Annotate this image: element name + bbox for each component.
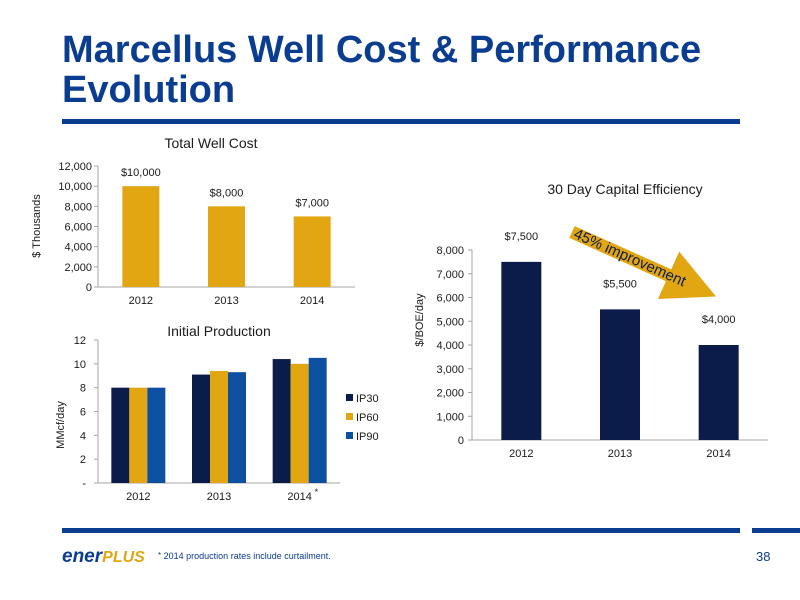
x-tick-label: 2013	[608, 448, 632, 460]
logo-text-ener: ener	[62, 546, 103, 567]
y-tick-label: 2	[80, 454, 86, 466]
footnote-text: 2014 production rates include curtailmen…	[163, 551, 331, 561]
bar-IP60-2012	[129, 387, 148, 483]
legend-swatch-IP30	[346, 394, 353, 401]
y-tick-label: 8	[80, 383, 86, 395]
bar-2014	[698, 345, 739, 440]
bar-2012	[501, 261, 542, 440]
x-tick-label: 2014	[706, 448, 730, 460]
bar-IP30-2012	[111, 387, 130, 483]
logo-text-plus: PLUS	[102, 549, 145, 566]
legend-swatch-IP90	[346, 432, 353, 439]
improvement-arrow	[569, 226, 716, 299]
y-tick-label: 1,000	[436, 411, 464, 423]
top-divider	[62, 119, 740, 124]
x-tick-label: 2013	[207, 491, 231, 503]
y-tick-label: 4,000	[64, 242, 92, 254]
y-tick-label: 10	[74, 359, 86, 371]
bar-IP90-2013	[228, 372, 246, 483]
x-tick-label: 2012	[509, 448, 533, 460]
bar-IP90-2012	[147, 387, 166, 483]
chart-title: Total Well Cost	[164, 135, 257, 151]
y-tick-label: 4,000	[436, 340, 464, 352]
y-tick-label: 7,000	[436, 269, 464, 281]
bar-2013	[208, 206, 245, 287]
bar-IP60-2014	[290, 363, 309, 483]
page-title: Marcellus Well Cost & Performance Evolut…	[62, 29, 702, 111]
bar-2014	[293, 216, 331, 287]
bar-IP60-2013	[210, 370, 228, 483]
bar-2013	[600, 309, 640, 440]
y-tick-label: 0	[458, 435, 464, 447]
page-number: 38	[756, 549, 771, 564]
chart-title: 30 Day Capital Efficiency	[547, 181, 702, 197]
y-tick-label: -	[82, 478, 86, 490]
total-well-cost-chart: Total Well Cost $ Thousands 0 2,000 4,000 6,0…	[31, 135, 355, 307]
x-tick-label: 2012	[126, 491, 150, 503]
y-tick-label: 6,000	[436, 293, 464, 305]
bar-IP30-2014	[272, 359, 291, 483]
y-tick-label: 5,000	[436, 316, 464, 328]
bottom-divider-tail	[752, 528, 800, 533]
data-label: $8,000	[210, 187, 244, 199]
y-tick-label: 4	[80, 430, 86, 442]
footnote: * 2014 production rates include curtailm…	[158, 551, 331, 561]
data-label: $4,000	[702, 314, 736, 326]
data-label: $7,000	[295, 197, 329, 209]
y-tick-label: 3,000	[436, 364, 464, 376]
y-axis-label: MMcf/day	[55, 401, 67, 449]
y-tick-label: 10,000	[58, 181, 92, 193]
data-label: $10,000	[121, 167, 161, 179]
x-tick-label: 2013	[214, 295, 238, 307]
chart-title: Initial Production	[167, 323, 271, 339]
x-tick-mark: *	[315, 487, 319, 497]
initial-production-chart: Initial Production MMcf/day - 2 4 6 8 10 12 2012 2…	[55, 323, 379, 503]
bar-IP90-2014	[308, 357, 327, 483]
x-tick-label: 2014	[287, 491, 311, 503]
x-tick-label: 2012	[129, 295, 153, 307]
y-tick-label: 8,000	[64, 201, 92, 213]
y-tick-label: 0	[86, 282, 92, 294]
bar-IP30-2013	[192, 374, 210, 483]
data-label: $7,500	[505, 231, 539, 243]
y-axis-label: $/BOE/day	[414, 293, 426, 347]
y-tick-label: 12	[74, 335, 86, 347]
legend-label-IP30: IP30	[356, 393, 379, 405]
bottom-divider	[62, 528, 740, 533]
y-tick-label: 2,000	[64, 262, 92, 274]
data-label: $5,500	[603, 278, 637, 290]
y-tick-label: 8,000	[436, 245, 464, 257]
bar-2012	[122, 186, 160, 287]
capital-efficiency-chart: 30 Day Capital Efficiency $/BOE/day 0 1,000…	[414, 181, 768, 460]
y-axis-label: $ Thousands	[31, 194, 43, 258]
legend-label-IP60: IP60	[356, 412, 379, 424]
y-tick-label: 12,000	[58, 161, 92, 173]
enerplus-logo: enerPLUS	[62, 546, 145, 568]
legend-swatch-IP60	[346, 413, 353, 420]
x-tick-label: 2014	[300, 295, 324, 307]
y-tick-label: 6,000	[64, 222, 92, 234]
y-tick-label: 6	[80, 407, 86, 419]
y-tick-label: 2,000	[436, 388, 464, 400]
footnote-asterisk: *	[158, 551, 162, 560]
legend-label-IP90: IP90	[356, 431, 379, 443]
